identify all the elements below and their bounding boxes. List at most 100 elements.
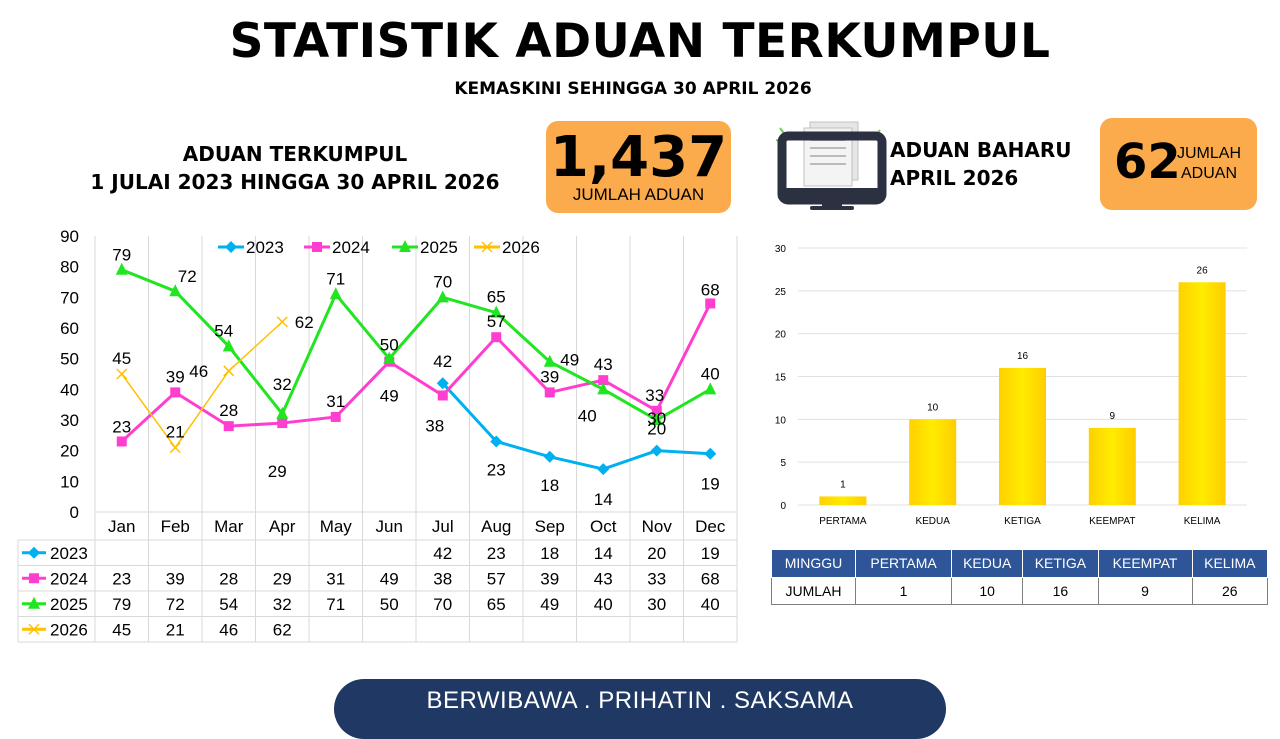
line-data-label-2024: 43: [594, 355, 613, 374]
footer-motto: BERWIBAWA . PRIHATIN . SAKSAMA: [426, 687, 854, 714]
bar-keempat: [1088, 427, 1136, 505]
weekly-table-header-cell: PERTAMA: [854, 549, 953, 578]
line-data-label-2025: 30: [647, 409, 666, 428]
line-data-label-2024: 39: [540, 367, 559, 386]
bar-category-label: KEEMPAT: [1089, 516, 1135, 527]
line-table-legend-marker: [28, 546, 40, 559]
line-table-cell: 31: [326, 569, 345, 588]
line-data-label-2023: 23: [487, 460, 506, 479]
line-data-label-2024: 68: [701, 280, 720, 299]
line-table-cell: 28: [219, 569, 238, 588]
line-point-2025: [383, 351, 396, 364]
left-heading-line1: ADUAN TERKUMPUL: [182, 142, 408, 166]
line-data-label-2024: 28: [219, 401, 238, 420]
line-point-2024: [277, 418, 288, 429]
line-table-cell: 62: [273, 620, 292, 639]
right-heading: ADUAN BAHARU APRIL 2026: [890, 136, 1100, 192]
line-table-cell: 72: [166, 595, 185, 614]
line-point-2025: [650, 413, 663, 425]
line-point-2023: [436, 377, 449, 390]
total-complaints-card: 1,437 JUMLAH ADUAN: [546, 121, 731, 213]
line-point-2026: [116, 368, 128, 380]
line-table-cell: 39: [540, 569, 559, 588]
line-data-label-2023: 20: [647, 420, 666, 439]
line-table-cell: 23: [112, 569, 131, 588]
legend-marker-2026: [481, 241, 493, 253]
line-data-label-2025: 70: [433, 272, 452, 291]
bar-category-label: PERTAMA: [819, 516, 867, 527]
line-data-label-2025: 32: [273, 375, 292, 394]
line-chart-x-tick: Jun: [376, 517, 403, 536]
line-table-cell: 50: [380, 595, 399, 614]
bar-category-label: KETIGA: [1004, 516, 1041, 527]
line-table-series-name: 2024: [50, 569, 88, 588]
line-table-cell: 79: [112, 595, 131, 614]
weekly-table-header-label: MINGGU: [771, 549, 856, 578]
line-table-cell: 42: [433, 544, 452, 563]
bar-chart-y-tick: 20: [775, 330, 787, 341]
weekly-complaints-table: MINGGU PERTAMA KEDUA KETIGA KEEMPAT KELI…: [771, 549, 1269, 605]
line-table-cell: 38: [433, 569, 452, 588]
line-point-2025: [222, 339, 235, 352]
legend-label-2024: 2024: [332, 238, 370, 257]
line-table-cell: 70: [433, 595, 452, 614]
line-table-cell: 65: [487, 595, 506, 614]
new-complaints-label-line2: ADUAN: [1180, 165, 1237, 182]
line-data-label-2025: 79: [112, 246, 131, 265]
line-point-2025: [490, 305, 503, 318]
line-table-cell: 43: [594, 569, 613, 588]
line-point-2023: [597, 463, 610, 476]
line-data-label-2025: 40: [701, 364, 720, 383]
line-chart-x-tick: Sep: [535, 517, 565, 536]
line-table-cell: 32: [273, 595, 292, 614]
line-data-label-2024: 49: [380, 387, 399, 406]
weekly-table-row-label: JUMLAH: [771, 576, 856, 605]
line-chart-x-tick: Dec: [695, 517, 726, 536]
line-point-2026: [169, 442, 181, 454]
line-table-cell: 33: [647, 569, 666, 588]
line-point-2023: [490, 435, 503, 448]
line-data-label-2025: 54: [214, 321, 233, 340]
weekly-table-header-cell: KETIGA: [1022, 549, 1099, 578]
weekly-table-cell: 16: [1022, 576, 1099, 605]
line-data-label-2025: 50: [380, 336, 399, 355]
bar-kedua: [909, 419, 957, 505]
total-complaints-value: 1,437: [549, 125, 728, 190]
bar-value-label: 9: [1110, 411, 1116, 422]
legend-marker-2025: [399, 240, 411, 252]
line-table-cell: 71: [326, 595, 345, 614]
right-heading-line1: ADUAN BAHARU: [890, 138, 1072, 162]
total-complaints-label: JUMLAH ADUAN: [572, 185, 705, 204]
line-table-cell: 30: [647, 595, 666, 614]
line-point-2025: [597, 382, 610, 395]
line-table-cell: 46: [219, 620, 238, 639]
line-point-2024: [330, 411, 341, 422]
weekly-complaints-bar-chart: 0 5 10 15 20 25 30 1 PERTAMA 10 KEDUA 16 KETIGA 9 KEE…: [775, 244, 1247, 527]
line-point-2023: [543, 450, 556, 463]
bar-pertama: [819, 496, 867, 505]
bar-chart-y-tick: 15: [775, 373, 787, 384]
left-heading-line2: 1 JULAI 2023 HINGGA 30 APRIL 2026: [90, 170, 500, 194]
line-data-label-2024: 38: [425, 416, 444, 435]
legend-label-2025: 2025: [420, 238, 458, 257]
line-chart-y-tick: 60: [60, 319, 79, 338]
line-data-label-2025: 72: [178, 267, 197, 286]
bar-chart-y-tick: 10: [775, 415, 787, 426]
weekly-table-header-row: MINGGU PERTAMA KEDUA KETIGA KEEMPAT KELI…: [771, 549, 1269, 578]
line-table-cell: 39: [166, 569, 185, 588]
line-table-legend-marker: [28, 623, 40, 635]
line-series-2026: [121, 321, 283, 449]
line-data-label-2025: 71: [326, 269, 345, 288]
line-point-2025: [276, 406, 289, 419]
line-table-cell: 14: [594, 544, 613, 563]
line-point-2023: [704, 447, 717, 460]
line-chart-x-tick: Mar: [214, 517, 244, 536]
line-chart-x-tick: Feb: [161, 517, 190, 536]
line-point-2024: [705, 298, 716, 309]
line-table-cell: 23: [487, 544, 506, 563]
line-table-legend-marker: [28, 596, 40, 609]
line-point-2025: [543, 354, 556, 367]
line-chart-y-tick: 30: [60, 411, 79, 430]
line-table-cell: 49: [540, 595, 559, 614]
